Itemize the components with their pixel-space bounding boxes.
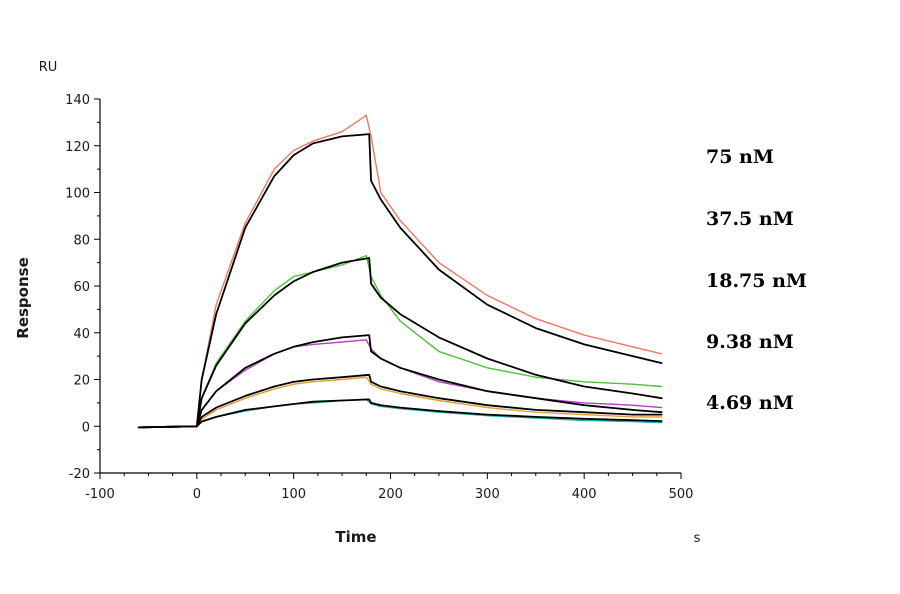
x-axis-unit: s (694, 531, 701, 546)
x-tick-label: -100 (85, 487, 115, 502)
series-curves (137, 114, 663, 429)
concentration-label: 37.5 nM (706, 208, 794, 230)
concentration-label: 18.75 nM (706, 270, 807, 292)
response-curve-1 (137, 114, 663, 429)
y-tick-label: 20 (73, 374, 90, 389)
y-tick-label: 60 (73, 280, 90, 295)
y-axis-title: Response (14, 257, 32, 338)
response-curve-2 (137, 254, 663, 429)
x-axis-ticks: -100 0 100 200 300 400 500 (85, 473, 693, 502)
x-axis-title: Time (335, 528, 376, 546)
x-tick-label: 500 (669, 487, 694, 502)
fit-curve-2 (137, 257, 663, 429)
y-tick-label: -20 (69, 467, 90, 482)
y-tick-label: 140 (65, 93, 90, 108)
response-curve-5 (137, 398, 663, 429)
fit-curve-5 (137, 398, 663, 429)
response-curve-4 (137, 376, 663, 429)
axes (99, 99, 681, 474)
concentration-label: 75 nM (706, 146, 774, 168)
concentration-label: 9.38 nM (706, 331, 794, 353)
y-tick-label: 0 (82, 420, 90, 435)
y-tick-label: 80 (73, 233, 90, 248)
x-tick-label: 100 (281, 487, 306, 502)
y-tick-label: 100 (65, 187, 90, 202)
y-tick-label: 40 (73, 327, 90, 342)
y-tick-label: 120 (65, 140, 90, 155)
concentration-label: 4.69 nM (706, 392, 794, 414)
x-tick-label: 200 (378, 487, 403, 502)
x-tick-label: 300 (475, 487, 500, 502)
y-axis-unit: RU (39, 60, 58, 75)
x-tick-label: 0 (193, 487, 201, 502)
fit-curve-3 (137, 334, 663, 429)
concentration-labels: 75 nM 37.5 nM 18.75 nM 9.38 nM 4.69 nM (706, 146, 807, 414)
fit-curve-4 (137, 373, 663, 429)
fit-curve-1 (137, 133, 663, 429)
x-tick-label: 400 (572, 487, 597, 502)
y-axis-ticks: -20 0 20 40 60 80 100 120 140 (65, 93, 100, 482)
